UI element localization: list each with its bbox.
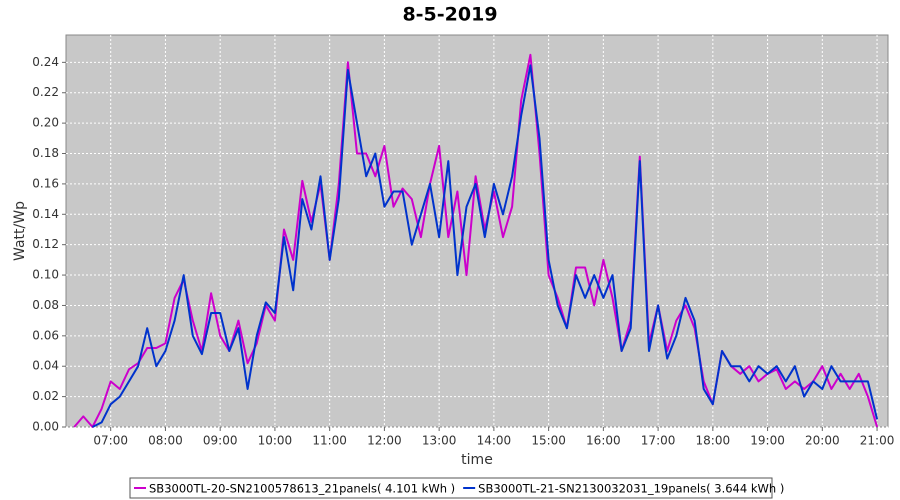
x-axis-label: time: [461, 452, 493, 468]
x-tick-label: 19:00: [750, 434, 785, 448]
y-tick-label: 0.14: [32, 207, 59, 221]
y-tick-label: 0.12: [32, 237, 59, 251]
plot-area: [65, 34, 889, 428]
x-tick-label: 07:00: [93, 434, 128, 448]
y-tick-label: 0.04: [32, 359, 59, 373]
legend: [129, 477, 773, 499]
y-tick-label: 0.00: [32, 420, 59, 434]
x-tick-label: 12:00: [367, 434, 402, 448]
y-axis-label: Watt/Wp: [12, 201, 28, 261]
x-tick-label: 13:00: [422, 434, 457, 448]
x-tick-label: 11:00: [312, 434, 347, 448]
y-tick-label: 0.10: [32, 268, 59, 282]
x-tick-label: 14:00: [477, 434, 512, 448]
y-tick-label: 0.08: [32, 298, 59, 312]
x-tick-label: 09:00: [203, 434, 238, 448]
y-tick-label: 0.24: [32, 55, 59, 69]
x-tick-label: 20:00: [805, 434, 840, 448]
x-tick-label: 21:00: [860, 434, 895, 448]
chart-title: 8-5-2019: [402, 4, 497, 26]
y-tick-label: 0.02: [32, 389, 59, 403]
x-tick-label: 08:00: [148, 434, 183, 448]
legend-label: SB3000TL-20-SN2100578613_21panels( 4.101…: [149, 482, 455, 496]
x-tick-label: 15:00: [531, 434, 566, 448]
x-tick-label: 10:00: [258, 434, 293, 448]
y-tick-label: 0.18: [32, 146, 59, 160]
y-tick-label: 0.16: [32, 176, 59, 190]
series-line: [92, 64, 879, 428]
x-tick-label: 16:00: [586, 434, 621, 448]
y-tick-label: 0.20: [32, 116, 59, 130]
y-tick-label: 0.06: [32, 328, 59, 342]
x-tick-label: 17:00: [641, 434, 676, 448]
legend-label: SB3000TL-21-SN2130032031_19panels( 3.644…: [478, 482, 784, 496]
x-tick-label: 18:00: [696, 434, 731, 448]
y-tick-label: 0.22: [32, 85, 59, 99]
